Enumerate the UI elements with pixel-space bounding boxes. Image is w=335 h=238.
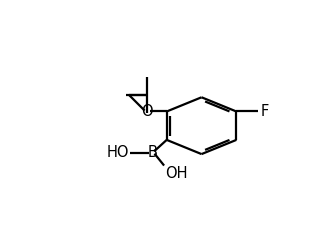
- Text: HO: HO: [107, 145, 129, 160]
- Text: B: B: [147, 145, 157, 160]
- Text: F: F: [261, 104, 269, 119]
- Text: O: O: [141, 104, 153, 119]
- Text: OH: OH: [165, 166, 188, 181]
